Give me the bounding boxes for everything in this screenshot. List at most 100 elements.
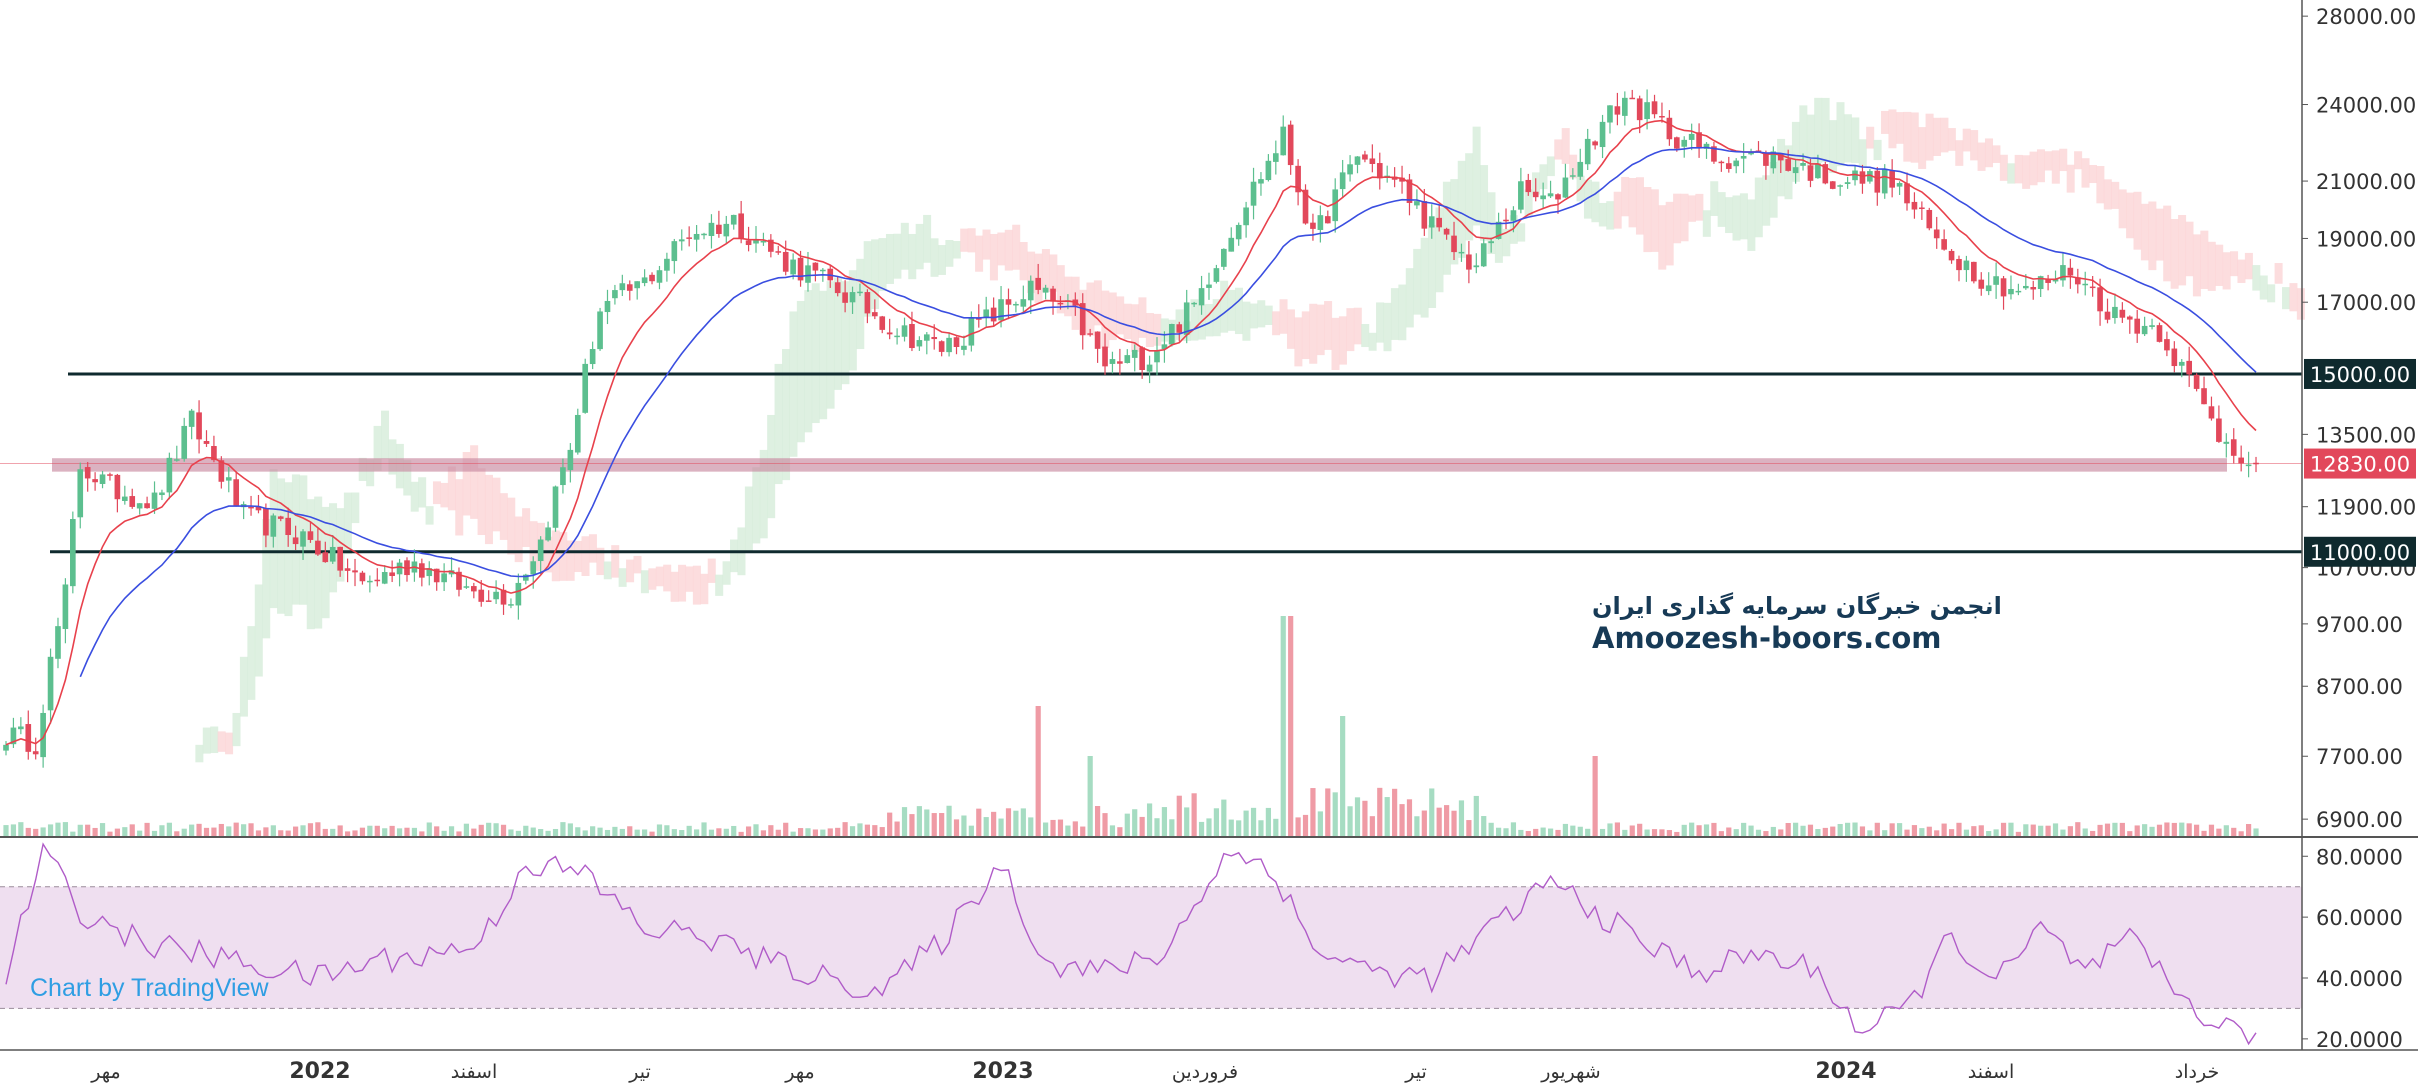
candle-body bbox=[1971, 261, 1977, 282]
watermark-site-text: Amoozesh-boors.com bbox=[1592, 621, 1942, 655]
cloud-segment bbox=[700, 573, 709, 605]
volume-bar bbox=[768, 825, 774, 836]
cloud-segment bbox=[522, 508, 531, 547]
volume-bar bbox=[775, 829, 781, 836]
candle-body bbox=[2119, 309, 2126, 318]
volume-bar bbox=[1013, 810, 1019, 836]
candle-body bbox=[2022, 285, 2029, 289]
cloud-segment bbox=[2014, 154, 2023, 184]
cloud-segment bbox=[210, 726, 219, 754]
y-tick-label: 11900.00 bbox=[2316, 496, 2416, 520]
ema-slow-line bbox=[79, 146, 2257, 678]
candle-body bbox=[953, 337, 960, 348]
volume-bar bbox=[1911, 825, 1918, 836]
cloud-segment bbox=[648, 568, 657, 590]
volume-bar bbox=[2186, 823, 2192, 836]
cloud-segment bbox=[2036, 149, 2045, 183]
candle-body bbox=[1763, 152, 1769, 166]
candle-body bbox=[545, 527, 551, 541]
volume-bar bbox=[330, 828, 336, 836]
volume-bar bbox=[478, 824, 484, 836]
volume-bar bbox=[753, 824, 759, 836]
cloud-segment bbox=[982, 229, 991, 260]
volume-bar bbox=[1837, 823, 1843, 836]
candle-body bbox=[812, 262, 819, 271]
volume-bar bbox=[1473, 795, 1479, 836]
candle-body bbox=[307, 531, 314, 540]
volume-bar bbox=[1228, 819, 1234, 836]
candle-body bbox=[359, 572, 366, 582]
volume-bar bbox=[1243, 810, 1249, 836]
candle-body bbox=[121, 496, 128, 501]
cloud-segment bbox=[744, 486, 753, 552]
volume-bar bbox=[55, 822, 61, 836]
candle-body bbox=[1139, 347, 1145, 370]
cloud-segment bbox=[366, 459, 375, 487]
volume-bar bbox=[567, 823, 573, 836]
cloud-segment bbox=[1940, 117, 1949, 153]
volume-bar bbox=[322, 828, 328, 836]
candle-body bbox=[188, 410, 195, 427]
volume-bar bbox=[1481, 816, 1487, 836]
candle-body bbox=[1258, 179, 1264, 184]
candle-body bbox=[70, 519, 76, 587]
candle-body bbox=[522, 574, 529, 581]
volume-bar bbox=[1317, 811, 1323, 836]
volume-bar bbox=[1889, 823, 1895, 836]
candle-body bbox=[1807, 165, 1814, 181]
candle-body bbox=[1443, 228, 1450, 235]
candle-body bbox=[1896, 183, 1903, 187]
volume-bar bbox=[515, 830, 521, 836]
tradingview-credit-link[interactable]: Chart by TradingView bbox=[30, 974, 269, 1002]
cloud-segment bbox=[1554, 139, 1563, 160]
candle-body bbox=[84, 467, 91, 479]
candle-body bbox=[55, 626, 61, 659]
candle-body bbox=[1495, 221, 1502, 239]
candle-body bbox=[834, 282, 841, 294]
volume-bar bbox=[2045, 825, 2051, 836]
candle-body bbox=[374, 579, 381, 582]
volume-bar bbox=[634, 829, 640, 836]
cloud-segment bbox=[975, 235, 984, 272]
cloud-segment bbox=[1428, 224, 1437, 308]
volume-bar bbox=[731, 825, 737, 836]
x-tick-label: 2022 bbox=[289, 1059, 350, 1084]
cloud-segment bbox=[1227, 289, 1236, 331]
volume-bar bbox=[434, 826, 440, 836]
candle-body bbox=[1792, 167, 1799, 174]
candle-body bbox=[315, 540, 321, 555]
candle-body bbox=[1191, 302, 1197, 305]
last-price-tag-bg bbox=[2304, 448, 2416, 479]
candle-body bbox=[1428, 216, 1435, 228]
candle-body bbox=[1310, 222, 1316, 229]
candle-body bbox=[567, 449, 574, 471]
volume-bar bbox=[25, 827, 31, 836]
candle-body bbox=[1993, 276, 1999, 285]
candle-body bbox=[1154, 351, 1160, 363]
ema-fast-line bbox=[5, 119, 2257, 746]
volume-bar bbox=[486, 822, 492, 836]
rsi-y-tick-label: 60.0000 bbox=[2316, 906, 2403, 930]
volume-bar bbox=[2060, 829, 2066, 836]
volume-bar bbox=[1080, 826, 1086, 836]
candle-body bbox=[10, 727, 17, 745]
candle-body bbox=[1117, 361, 1123, 364]
cloud-segment bbox=[685, 566, 694, 592]
candle-body bbox=[730, 214, 737, 225]
cloud-segment bbox=[1234, 287, 1243, 335]
candle-body bbox=[1436, 217, 1443, 228]
cloud-segment bbox=[559, 532, 568, 581]
candle-body bbox=[604, 300, 611, 313]
candle-body bbox=[300, 531, 306, 547]
candle-body bbox=[1265, 160, 1272, 181]
candle-body bbox=[641, 277, 648, 284]
volume-bar bbox=[1273, 818, 1279, 836]
cloud-segment bbox=[195, 744, 204, 763]
cloud-segment bbox=[2289, 283, 2298, 312]
volume-bar bbox=[887, 812, 893, 836]
volume-bar bbox=[1057, 819, 1064, 836]
volume-bar bbox=[1340, 716, 1346, 836]
volume-bar bbox=[2023, 824, 2029, 836]
candle-body bbox=[1703, 143, 1710, 149]
